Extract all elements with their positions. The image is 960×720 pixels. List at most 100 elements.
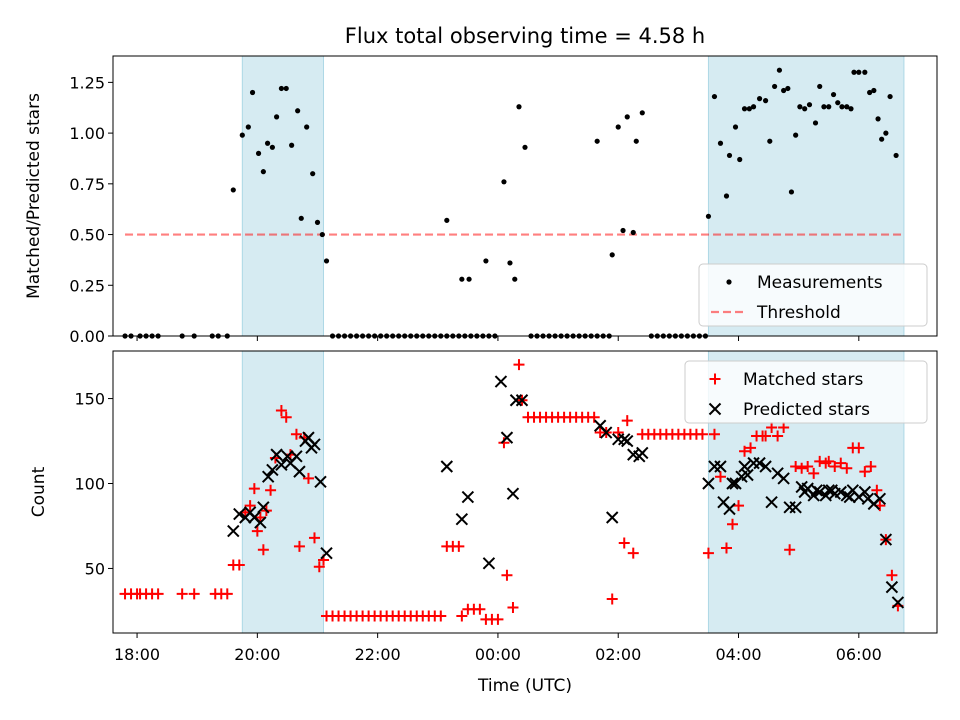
y-tick-label: 50 [85, 559, 105, 578]
data-point [444, 217, 450, 223]
data-point [893, 152, 899, 159]
data-point [766, 421, 778, 433]
data-point [295, 108, 301, 114]
data-point [456, 610, 468, 622]
shaded-interval [241, 55, 325, 337]
data-point [516, 104, 522, 110]
data-point [753, 456, 766, 470]
data-point [746, 106, 752, 112]
data-point [313, 561, 325, 573]
data-point [257, 544, 269, 556]
data-point [304, 124, 310, 130]
data-point [244, 500, 256, 512]
data-point [867, 89, 873, 96]
data-point [767, 138, 773, 144]
x-tick-label: 20:00 [234, 645, 280, 664]
data-point [788, 189, 795, 195]
data-point [733, 500, 745, 512]
data-point [615, 124, 621, 130]
x-tick-label: 18:00 [114, 645, 160, 664]
data-point [808, 467, 820, 479]
data-point [830, 91, 837, 98]
data-point [738, 460, 751, 473]
data-point [290, 428, 302, 440]
data-point [506, 487, 520, 500]
data-point [891, 596, 905, 609]
data-point [320, 546, 333, 560]
data-point [176, 588, 188, 600]
y-tick-label: 0.75 [69, 175, 105, 194]
data-point [726, 152, 733, 159]
data-point [501, 569, 513, 581]
data-point [522, 144, 528, 150]
data-point [858, 485, 872, 499]
y-tick-label: 0.25 [69, 276, 105, 295]
legend-marker [709, 373, 721, 385]
data-point [760, 430, 772, 442]
data-point [772, 83, 778, 90]
data-point [474, 603, 486, 615]
legend-box [684, 360, 928, 424]
data-point [817, 83, 823, 90]
data-point [620, 227, 626, 234]
data-point [254, 511, 266, 523]
data-point [269, 144, 275, 150]
data-point [823, 455, 835, 467]
data-point [727, 518, 739, 530]
data-point [512, 276, 518, 282]
data-point [756, 96, 763, 102]
data-point [785, 85, 791, 92]
data-point [856, 69, 862, 75]
data-point [257, 501, 270, 514]
data-point [835, 457, 847, 469]
data-point [599, 426, 613, 439]
data-point [865, 461, 877, 473]
x-tick-label: 02:00 [595, 645, 641, 664]
data-point [862, 69, 868, 75]
y-tick-label: 0.00 [69, 327, 105, 346]
data-point [221, 588, 233, 600]
data-point [248, 483, 260, 495]
data-point [793, 132, 799, 138]
x-tick-label: 00:00 [475, 645, 521, 664]
data-point [702, 547, 714, 559]
data-point [797, 104, 803, 110]
data-point [834, 485, 847, 499]
data-point [633, 138, 639, 144]
data-point [264, 140, 271, 146]
data-point [501, 179, 507, 185]
data-point [249, 89, 256, 96]
data-point [871, 87, 877, 94]
data-point [513, 359, 525, 371]
legend: Matched stars Predicted stars [684, 360, 928, 424]
data-point [720, 542, 732, 554]
x-tick-label: 06:00 [836, 645, 882, 664]
data-point [802, 461, 814, 473]
data-point [278, 85, 285, 92]
data-point [776, 67, 783, 73]
data-point [245, 124, 251, 130]
legend-label: Measurements [757, 273, 883, 293]
data-point [482, 557, 496, 570]
data-point [778, 421, 790, 433]
data-point [796, 462, 808, 474]
x-axis-label: Time (UTC) [477, 676, 572, 696]
data-point [844, 104, 850, 110]
data-point [745, 442, 757, 454]
data-point [714, 460, 727, 473]
data-point [737, 156, 743, 163]
legend-label: Threshold [756, 303, 841, 323]
data-point [255, 150, 262, 156]
data-point [885, 580, 899, 594]
data-point [839, 104, 845, 110]
legend-marker [708, 402, 722, 416]
data-point [621, 434, 634, 448]
data-point [492, 613, 504, 625]
data-point [314, 219, 321, 225]
data-point [459, 276, 465, 282]
data-point [639, 110, 645, 116]
data-point [843, 490, 856, 504]
data-point [266, 463, 279, 477]
data-point [741, 106, 748, 112]
axes-frame [112, 55, 938, 337]
